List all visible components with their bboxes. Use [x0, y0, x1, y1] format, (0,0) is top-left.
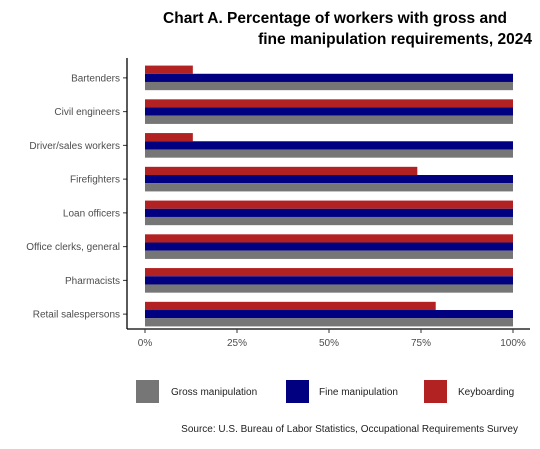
- bar-keyboarding-6: [145, 268, 513, 277]
- legend-label-2: Keyboarding: [458, 387, 514, 398]
- bar-keyboarding-4: [145, 200, 513, 209]
- bar-fine-manipulation-4: [145, 208, 513, 217]
- bar-keyboarding-3: [145, 166, 418, 176]
- bar-keyboarding-1: [145, 99, 513, 108]
- bar-fine-manipulation-3: [145, 175, 513, 184]
- bar-gross-manipulation-1: [145, 115, 513, 124]
- bar-keyboarding-2: [145, 133, 193, 142]
- bar-gross-manipulation-0: [145, 81, 513, 91]
- y-tick-label: Civil engineers: [54, 107, 120, 118]
- bar-fine-manipulation-7: [145, 310, 513, 319]
- bar-fine-manipulation-5: [145, 242, 513, 251]
- bar-keyboarding-0: [145, 65, 193, 74]
- bar-gross-manipulation-6: [145, 284, 513, 293]
- y-tick-label: Driver/sales workers: [29, 141, 120, 152]
- y-tick-label: Loan officers: [63, 208, 120, 219]
- chart-title-line1: Chart A. Percentage of workers with gros…: [163, 10, 507, 27]
- x-tick-label: 50%: [319, 338, 339, 349]
- x-tick-label: 75%: [411, 338, 431, 349]
- y-tick-label: Bartenders: [71, 73, 120, 84]
- x-tick-label: 0%: [138, 338, 153, 349]
- y-tick-label: Office clerks, general: [26, 242, 120, 253]
- bar-fine-manipulation-1: [145, 107, 513, 116]
- bar-fine-manipulation-0: [145, 73, 513, 82]
- x-tick-label: 25%: [227, 338, 247, 349]
- plot-area: Bartenders Civil engineers Driver/sales wo…: [26, 58, 530, 349]
- bar-fine-manipulation-6: [145, 276, 513, 285]
- legend: Gross manipulation Fine manipulation Keybo…: [136, 380, 514, 403]
- bar-keyboarding-7: [145, 301, 436, 311]
- legend-swatch-2: [424, 380, 447, 403]
- source-note: Source: U.S. Bureau of Labor Statistics,…: [181, 424, 518, 435]
- bar-fine-manipulation-2: [145, 141, 513, 150]
- legend-swatch-1: [286, 380, 309, 403]
- y-tick-label: Retail salespersons: [33, 310, 120, 321]
- y-tick-label: Pharmacists: [65, 276, 120, 287]
- bar-gross-manipulation-5: [145, 250, 513, 259]
- bar-keyboarding-5: [145, 234, 513, 243]
- legend-swatch-0: [136, 380, 159, 403]
- y-tick-label: Firefighters: [70, 175, 120, 186]
- legend-label-1: Fine manipulation: [319, 387, 398, 398]
- x-tick-label: 100%: [500, 338, 526, 349]
- bar-gross-manipulation-3: [145, 183, 513, 192]
- bar-gross-manipulation-7: [145, 318, 513, 327]
- bar-gross-manipulation-2: [145, 149, 513, 158]
- bar-gross-manipulation-4: [145, 216, 513, 226]
- chart-title-line2: fine manipulation requirements, 2024: [258, 31, 532, 48]
- legend-label-0: Gross manipulation: [171, 387, 257, 398]
